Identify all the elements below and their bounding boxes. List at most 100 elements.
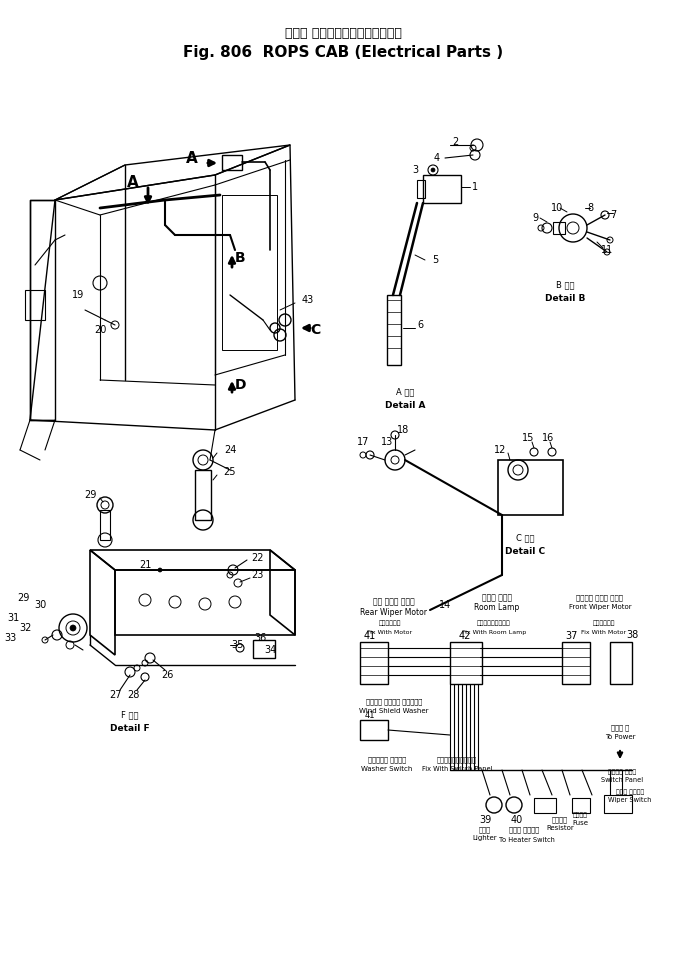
Text: 4: 4 — [434, 153, 440, 163]
Bar — [498, 460, 563, 515]
Text: パワー へ: パワー へ — [611, 724, 629, 731]
Text: Resistor: Resistor — [546, 825, 574, 831]
Text: Fix With Room Lamp: Fix With Room Lamp — [462, 629, 526, 634]
Text: 32: 32 — [19, 623, 31, 633]
Bar — [387, 295, 401, 365]
Text: 25: 25 — [224, 467, 236, 477]
Text: A 詳示: A 詳示 — [396, 387, 414, 396]
Bar — [534, 798, 556, 813]
Text: 23: 23 — [251, 570, 263, 580]
Text: 6: 6 — [417, 320, 423, 330]
Text: 20: 20 — [94, 325, 106, 335]
Bar — [253, 640, 275, 658]
Text: 17: 17 — [357, 437, 369, 447]
Text: 31: 31 — [7, 613, 19, 623]
Bar — [572, 798, 590, 813]
Bar — [195, 470, 211, 520]
Bar — [417, 180, 425, 198]
Text: ヒューズ: ヒューズ — [573, 812, 587, 818]
Text: Fix With Switch Panel: Fix With Switch Panel — [422, 766, 493, 772]
Text: B 詳示: B 詳示 — [556, 281, 574, 289]
Text: 42: 42 — [459, 631, 471, 641]
Text: 12: 12 — [494, 445, 506, 455]
Text: A: A — [127, 175, 139, 189]
Text: Detail C: Detail C — [505, 547, 545, 555]
Text: ワイパ スイッチ: ワイパ スイッチ — [616, 789, 644, 795]
Text: 5: 5 — [432, 255, 438, 265]
Text: 9: 9 — [532, 213, 538, 223]
Text: 43: 43 — [302, 295, 314, 305]
Text: D: D — [234, 378, 246, 392]
Text: 8: 8 — [587, 203, 593, 213]
Text: 22: 22 — [251, 553, 263, 563]
Bar — [222, 155, 242, 170]
Bar — [553, 222, 565, 234]
Text: Fuse: Fuse — [572, 820, 588, 826]
Text: ウォッシャ スイッチ: ウォッシャ スイッチ — [368, 756, 406, 763]
Text: C 詳示: C 詳示 — [516, 533, 534, 543]
Text: 14: 14 — [439, 600, 451, 610]
Text: フロント ワイパ モータ: フロント ワイパ モータ — [576, 594, 624, 601]
Bar — [100, 510, 110, 540]
Text: モータに固定: モータに固定 — [379, 620, 401, 625]
Text: ロプス キャブ（電　註　部　品）: ロプス キャブ（電 註 部 品） — [285, 26, 401, 40]
Text: ヒータ スイッチ: ヒータ スイッチ — [509, 826, 539, 833]
Text: ウィンド シールド ウォッシャ: ウィンド シールド ウォッシャ — [366, 699, 422, 705]
Text: 29: 29 — [17, 593, 29, 603]
Bar — [604, 795, 632, 813]
Text: C: C — [310, 323, 320, 337]
Text: 30: 30 — [34, 600, 46, 610]
Text: Fix With Motor: Fix With Motor — [368, 629, 412, 634]
Text: リヤ ワイパ モータ: リヤ ワイパ モータ — [373, 597, 415, 607]
Text: To Power: To Power — [605, 734, 635, 740]
Bar — [450, 642, 482, 684]
Text: 34: 34 — [264, 645, 276, 655]
Text: ルームランプに固定: ルームランプに固定 — [477, 620, 511, 625]
Bar — [423, 175, 461, 203]
Bar — [25, 290, 45, 320]
Bar — [360, 720, 388, 740]
Bar — [360, 642, 388, 684]
Text: Detail F: Detail F — [110, 723, 150, 732]
Text: 11: 11 — [601, 245, 613, 255]
Text: F 詳示: F 詳示 — [121, 711, 139, 720]
Text: 7: 7 — [610, 210, 616, 220]
Text: 37: 37 — [566, 631, 578, 641]
Text: 26: 26 — [161, 670, 173, 680]
Text: 1: 1 — [472, 182, 478, 192]
Text: Fix With Motor: Fix With Motor — [582, 629, 626, 634]
Text: Fig. 806  ROPS CAB (Electrical Parts ): Fig. 806 ROPS CAB (Electrical Parts ) — [183, 45, 503, 59]
Text: 27: 27 — [109, 690, 121, 700]
Text: 21: 21 — [139, 560, 151, 570]
Text: 16: 16 — [542, 433, 554, 443]
Text: Detail A: Detail A — [385, 400, 425, 410]
Text: スイッチパネルに固定: スイッチパネルに固定 — [437, 756, 477, 763]
Text: 15: 15 — [522, 433, 534, 443]
Text: To Heater Switch: To Heater Switch — [499, 837, 555, 843]
Text: 38: 38 — [626, 630, 638, 640]
Text: Detail B: Detail B — [545, 293, 585, 303]
Text: 40: 40 — [511, 815, 523, 825]
Circle shape — [431, 168, 435, 172]
Circle shape — [70, 625, 76, 631]
Text: Front Wiper Motor: Front Wiper Motor — [569, 604, 631, 610]
Circle shape — [158, 568, 162, 572]
Text: A: A — [186, 151, 198, 165]
Text: 2: 2 — [452, 137, 458, 147]
Text: 19: 19 — [72, 290, 84, 300]
Text: Washer Switch: Washer Switch — [362, 766, 413, 772]
Text: モータに固定: モータに固定 — [593, 620, 615, 625]
Text: B: B — [235, 251, 246, 265]
Text: ライタ: ライタ — [479, 826, 491, 833]
Text: 18: 18 — [397, 425, 409, 435]
Text: 10: 10 — [551, 203, 563, 213]
Text: Wind Shield Washer: Wind Shield Washer — [359, 708, 429, 714]
Text: 39: 39 — [479, 815, 491, 825]
Text: 29: 29 — [84, 490, 96, 500]
Bar — [610, 642, 632, 684]
Text: Wiper Switch: Wiper Switch — [608, 797, 652, 803]
Text: Switch Panel: Switch Panel — [601, 777, 643, 783]
Text: レジスタ: レジスタ — [552, 817, 568, 823]
Text: 41: 41 — [365, 711, 375, 720]
Text: 28: 28 — [127, 690, 139, 700]
